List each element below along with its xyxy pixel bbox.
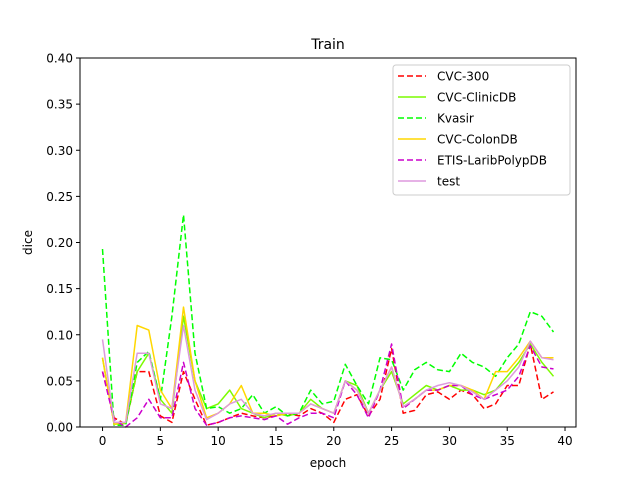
legend-label-2: Kvasir — [437, 112, 474, 126]
legend-label-3: CVC-ColonDB — [437, 133, 518, 147]
x-tick-label: 40 — [557, 434, 572, 448]
y-axis: 0.00 0.05 0.10 0.15 0.20 0.25 0.30 0.35 0.40 — [46, 52, 80, 435]
x-tick-label: 10 — [211, 434, 226, 448]
legend-label-1: CVC-ClinicDB — [437, 91, 516, 105]
x-axis-label: epoch — [310, 456, 347, 470]
y-tick-label: 0.35 — [46, 98, 73, 112]
x-tick-label: 20 — [326, 434, 341, 448]
y-tick-label: 0.15 — [46, 282, 73, 296]
y-tick-label: 0.25 — [46, 190, 73, 204]
legend-box — [392, 64, 571, 196]
legend-label-4: ETIS-LaribPolypDB — [437, 154, 547, 168]
legend-label-5: test — [437, 175, 460, 189]
x-tick-label: 0 — [99, 434, 107, 448]
legend-label-0: CVC-300 — [437, 70, 489, 84]
series-line-4 — [101, 343, 554, 428]
y-tick-label: 0.20 — [46, 236, 73, 250]
legend: CVC-300 CVC-ClinicDB Kvasir CVC-ColonDB ETIS… — [392, 64, 571, 196]
x-tick-label: 15 — [268, 434, 283, 448]
y-tick-label: 0.30 — [46, 144, 73, 158]
x-tick-label: 35 — [500, 434, 515, 448]
chart-title: Train — [310, 37, 345, 53]
series-lines — [101, 214, 555, 428]
y-tick-label: 0.05 — [46, 374, 73, 388]
y-tick-label: 0.40 — [46, 52, 73, 66]
x-tick-label: 25 — [384, 434, 399, 448]
y-axis-label: dice — [21, 230, 35, 255]
series-line-0 — [101, 343, 554, 426]
x-tick-label: 5 — [157, 434, 165, 448]
x-tick-label: 30 — [442, 434, 457, 448]
series-line-5 — [101, 324, 554, 424]
x-axis: 0 5 10 15 20 25 30 35 40 — [99, 427, 573, 448]
y-tick-label: 0.00 — [46, 421, 73, 435]
y-tick-label: 0.10 — [46, 328, 73, 342]
series-line-2 — [101, 214, 555, 426]
